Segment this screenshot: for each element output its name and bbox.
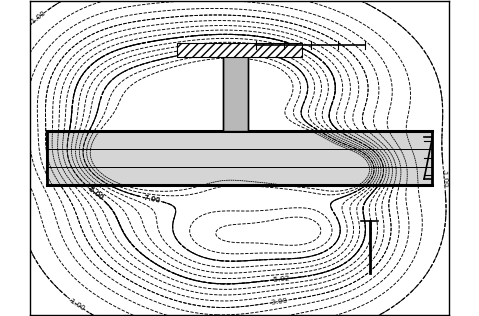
Text: -1.00: -1.00	[440, 169, 448, 188]
Text: -5.02: -5.02	[271, 275, 290, 283]
Text: -1.00: -1.00	[67, 297, 86, 312]
Point	[236, 155, 243, 161]
Point	[236, 155, 243, 161]
Text: -1.00: -1.00	[29, 10, 47, 26]
Text: -7.00: -7.00	[141, 194, 161, 204]
Point	[236, 155, 243, 161]
Point	[236, 155, 243, 161]
Point	[236, 155, 243, 161]
Text: -5.00: -5.00	[86, 185, 105, 202]
Bar	[223, 51, 248, 131]
Text: -3.00: -3.00	[269, 297, 289, 306]
Point	[236, 155, 243, 161]
Text: -7.00: -7.00	[141, 194, 161, 204]
Point	[236, 155, 243, 161]
Bar	[46, 131, 433, 185]
Text: -5.00: -5.00	[86, 185, 105, 202]
Point	[236, 155, 243, 161]
Point	[236, 155, 243, 161]
Point	[236, 155, 243, 161]
Point	[236, 155, 243, 161]
Point	[236, 155, 243, 161]
Point	[236, 155, 243, 161]
Point	[236, 155, 243, 161]
Bar	[177, 43, 302, 57]
Point	[236, 155, 243, 161]
